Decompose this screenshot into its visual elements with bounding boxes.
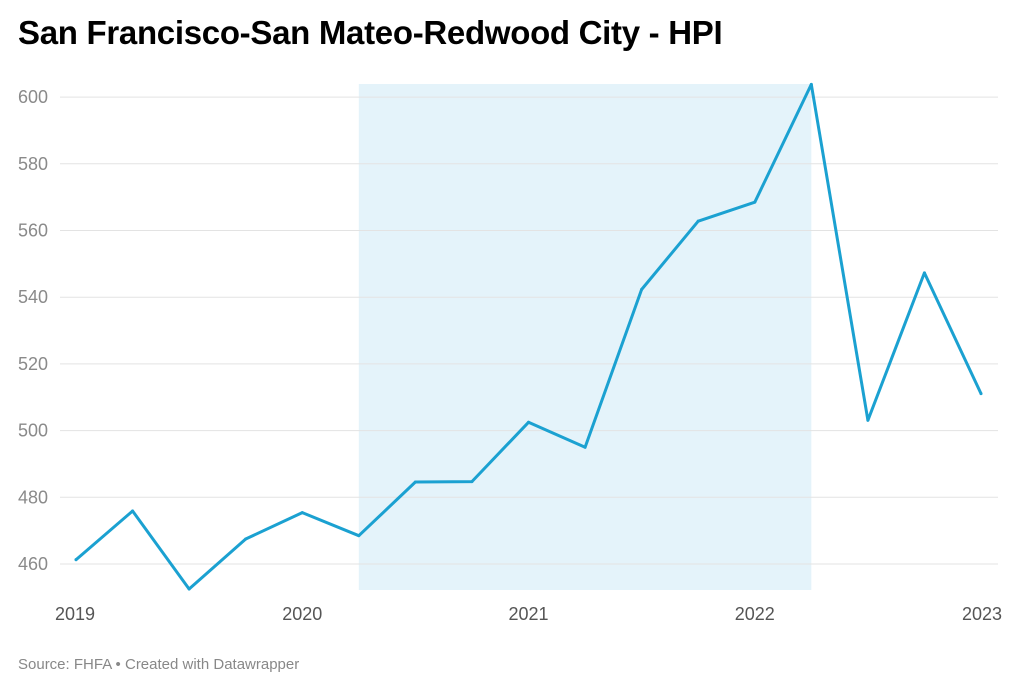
- y-axis-ticks: 460 480 500 520 540 560 580 600: [18, 87, 48, 574]
- x-axis-ticks: 2019 2020 2021 2022 2023: [55, 604, 1002, 624]
- data-point: [131, 509, 135, 513]
- footer-separator: •: [115, 656, 121, 673]
- x-tick-label: 2023: [962, 604, 1002, 624]
- y-tick-label: 520: [18, 354, 48, 374]
- data-point: [922, 271, 926, 275]
- data-point: [74, 558, 78, 562]
- data-point: [696, 219, 700, 223]
- highlight-band-layer: [358, 84, 812, 590]
- y-tick-label: 560: [18, 221, 48, 241]
- y-tick-label: 580: [18, 154, 48, 174]
- data-point: [470, 480, 474, 484]
- data-point: [527, 420, 530, 424]
- data-point: [866, 418, 870, 422]
- data-point: [187, 587, 191, 591]
- source-text: Source: FHFA: [18, 656, 112, 673]
- x-tick-label: 2022: [735, 604, 775, 624]
- y-tick-label: 480: [18, 487, 48, 507]
- y-tick-label: 600: [18, 87, 48, 107]
- y-tick-label: 540: [18, 287, 48, 307]
- data-point: [413, 480, 417, 484]
- data-point: [753, 200, 757, 204]
- chart-title: San Francisco-San Mateo-Redwood City - H…: [18, 14, 723, 51]
- data-point: [357, 534, 361, 538]
- data-point: [979, 392, 983, 396]
- y-tick-label: 500: [18, 421, 48, 441]
- data-point: [583, 445, 587, 449]
- data-point: [244, 537, 248, 541]
- x-tick-label: 2020: [282, 604, 322, 624]
- series-layer: [74, 82, 983, 591]
- credit-text: Created with Datawrapper: [124, 656, 300, 673]
- data-point: [300, 511, 304, 515]
- highlight-band: [358, 84, 812, 590]
- footer: Source: FHFA • Created with Datawrapper: [18, 656, 299, 673]
- x-tick-label: 2019: [55, 604, 95, 624]
- y-tick-label: 460: [18, 554, 48, 574]
- data-point: [640, 288, 644, 292]
- data-point: [809, 82, 813, 86]
- x-tick-label: 2021: [508, 604, 548, 624]
